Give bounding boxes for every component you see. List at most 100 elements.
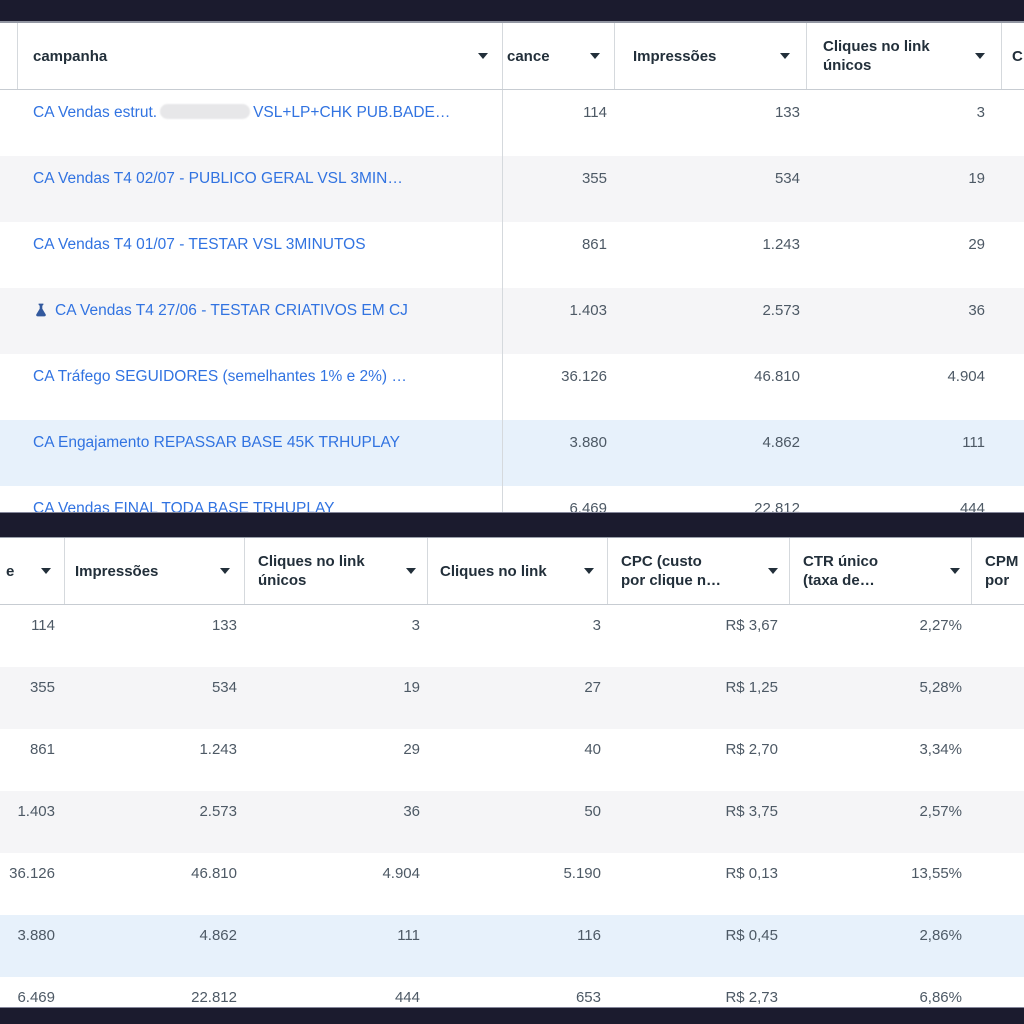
- redacted-text-blur: [160, 104, 251, 119]
- table-row-clipped: 6.469 22.812 444 653 R$ 2,73 6,86%: [0, 977, 1024, 1007]
- reach-cell: 3.880: [569, 434, 607, 451]
- link-clicks-cell: 5.190: [563, 865, 601, 882]
- sort-caret-icon[interactable]: [478, 53, 488, 59]
- top-dark-bar: [0, 0, 1024, 23]
- unique-link-clicks-cell: 29: [403, 741, 420, 758]
- impressions-cell: 22.812: [754, 500, 800, 512]
- column-label: CTR único (taxa de…: [803, 553, 878, 589]
- impressions-cell: 534: [774, 170, 800, 187]
- link-clicks-cell: 116: [577, 927, 601, 944]
- unique-link-clicks-cell: 4.904: [382, 865, 420, 882]
- column-label: e: [6, 562, 15, 580]
- unique-link-clicks-cell: 3: [976, 104, 985, 121]
- impressions-cell: 133: [774, 104, 800, 121]
- column-header-reach-truncated[interactable]: cance: [503, 23, 615, 89]
- campaign-name-cell: CA Engajamento REPASSAR BASE 45K TRHUPLA…: [0, 420, 503, 486]
- reach-cell: 6.469: [17, 989, 55, 1006]
- cpc-cell: R$ 1,25: [725, 679, 778, 696]
- top-table-header: campanha cance Impressões Cliques no lin…: [0, 23, 1024, 90]
- table-row: 861 1.243 29 40 R$ 2,70 3,34%: [0, 729, 1024, 791]
- row-filler: [972, 915, 1024, 977]
- reach-cell: 861: [29, 741, 55, 758]
- top-header-stub: [0, 23, 18, 89]
- campaign-name-cell: CA Vendas FINAL TODA BASE TRHUPLAY: [0, 486, 503, 512]
- campaign-name-cell: CA Vendas T4 02/07 - PUBLICO GERAL VSL 3…: [0, 156, 503, 222]
- row-filler: [972, 977, 1024, 1007]
- ctr-cell: 3,34%: [919, 741, 962, 758]
- column-label: C: [1012, 47, 1023, 65]
- campaign-link[interactable]: CA Vendas T4 01/07 - TESTAR VSL 3MINUTOS: [33, 236, 366, 253]
- sort-caret-icon[interactable]: [950, 568, 960, 574]
- reach-cell: 1.403: [17, 803, 55, 820]
- campaign-link[interactable]: CA Vendas T4 02/07 - PUBLICO GERAL VSL 3…: [33, 170, 403, 187]
- column-header-link-clicks[interactable]: Cliques no link: [428, 538, 608, 604]
- impressions-cell: 22.812: [191, 989, 237, 1006]
- row-filler: [972, 605, 1024, 667]
- campaign-link[interactable]: CA Engajamento REPASSAR BASE 45K TRHUPLA…: [33, 434, 401, 451]
- unique-link-clicks-cell: 36: [968, 302, 985, 319]
- column-header-impressions[interactable]: Impressões: [615, 23, 807, 89]
- cpc-cell: R$ 3,67: [725, 617, 778, 634]
- column-label: Impressões: [75, 562, 159, 580]
- link-clicks-cell: 40: [584, 741, 601, 758]
- reach-cell: 861: [581, 236, 607, 253]
- campaign-link[interactable]: CA Vendas T4 27/06 - TESTAR CRIATIVOS EM…: [33, 302, 408, 319]
- column-header-ctr[interactable]: CTR único (taxa de…: [790, 538, 972, 604]
- column-header-cpc[interactable]: CPC (custo por clique n…: [608, 538, 790, 604]
- ctr-cell: 5,28%: [919, 679, 962, 696]
- link-clicks-cell: 653: [575, 989, 601, 1006]
- bottom-dark-bar: [0, 1007, 1024, 1024]
- column-header-reach-truncated[interactable]: e: [0, 538, 65, 604]
- column-header-cpm-partial[interactable]: CPM por: [972, 538, 1024, 604]
- table-row: CA Vendas T4 01/07 - TESTAR VSL 3MINUTOS…: [0, 222, 1024, 288]
- sort-caret-icon[interactable]: [406, 568, 416, 574]
- campaign-link[interactable]: CA Tráfego SEGUIDORES (semelhantes 1% e …: [33, 368, 407, 385]
- campaign-link[interactable]: CA Vendas FINAL TODA BASE TRHUPLAY: [33, 500, 335, 512]
- table-row: 36.126 46.810 4.904 5.190 R$ 0,13 13,55%: [0, 853, 1024, 915]
- table-row-clipped: CA Vendas FINAL TODA BASE TRHUPLAY 6.469…: [0, 486, 1024, 512]
- campaign-name-cell: CA Tráfego SEGUIDORES (semelhantes 1% e …: [0, 354, 503, 420]
- cpc-cell: R$ 0,45: [725, 927, 778, 944]
- impressions-cell: 1.243: [199, 741, 237, 758]
- sort-caret-icon[interactable]: [220, 568, 230, 574]
- reach-cell: 1.403: [569, 302, 607, 319]
- sort-caret-icon[interactable]: [41, 568, 51, 574]
- sort-caret-icon[interactable]: [768, 568, 778, 574]
- column-label: cance: [507, 47, 550, 65]
- impressions-cell: 2.573: [762, 302, 800, 319]
- reach-cell: 36.126: [561, 368, 607, 385]
- column-header-unique-link-clicks[interactable]: Cliques no link únicos: [245, 538, 428, 604]
- column-header-campaign[interactable]: campanha: [18, 23, 503, 89]
- sort-caret-icon[interactable]: [590, 53, 600, 59]
- campaign-name-cell: CA Vendas estrut. VSL+LP+CHK PUB.BADE…: [0, 90, 503, 156]
- reach-cell: 114: [583, 104, 607, 121]
- column-header-unique-link-clicks[interactable]: Cliques no link únicos: [807, 23, 1002, 89]
- sort-caret-icon[interactable]: [780, 53, 790, 59]
- column-label: CPC (custo por clique n…: [621, 553, 722, 589]
- sort-caret-icon[interactable]: [584, 568, 594, 574]
- ctr-cell: 2,57%: [919, 803, 962, 820]
- campaign-link[interactable]: CA Vendas estrut. VSL+LP+CHK PUB.BADE…: [33, 104, 451, 121]
- campaign-name-cell: CA Vendas T4 01/07 - TESTAR VSL 3MINUTOS: [0, 222, 503, 288]
- column-header-impressions[interactable]: Impressões: [65, 538, 245, 604]
- table-row: CA Vendas estrut. VSL+LP+CHK PUB.BADE… 11…: [0, 90, 1024, 156]
- column-label: Cliques no link únicos: [823, 38, 930, 74]
- link-clicks-cell: 27: [584, 679, 601, 696]
- column-label: Cliques no link únicos: [258, 553, 365, 589]
- reach-cell: 355: [581, 170, 607, 187]
- row-filler: [972, 791, 1024, 853]
- ctr-cell: 6,86%: [919, 989, 962, 1006]
- unique-link-clicks-cell: 19: [403, 679, 420, 696]
- reach-cell: 3.880: [17, 927, 55, 944]
- column-header-next-partial[interactable]: C: [1002, 23, 1024, 89]
- cpc-cell: R$ 0,13: [725, 865, 778, 882]
- bottom-table-header: e Impressões Cliques no link únicos Cliq…: [0, 538, 1024, 605]
- unique-link-clicks-cell: 36: [403, 803, 420, 820]
- table-row: 1.403 2.573 36 50 R$ 3,75 2,57%: [0, 791, 1024, 853]
- sort-caret-icon[interactable]: [975, 53, 985, 59]
- unique-link-clicks-cell: 111: [962, 434, 985, 451]
- column-label: campanha: [33, 47, 108, 65]
- unique-link-clicks-cell: 444: [394, 989, 420, 1006]
- ctr-cell: 2,27%: [919, 617, 962, 634]
